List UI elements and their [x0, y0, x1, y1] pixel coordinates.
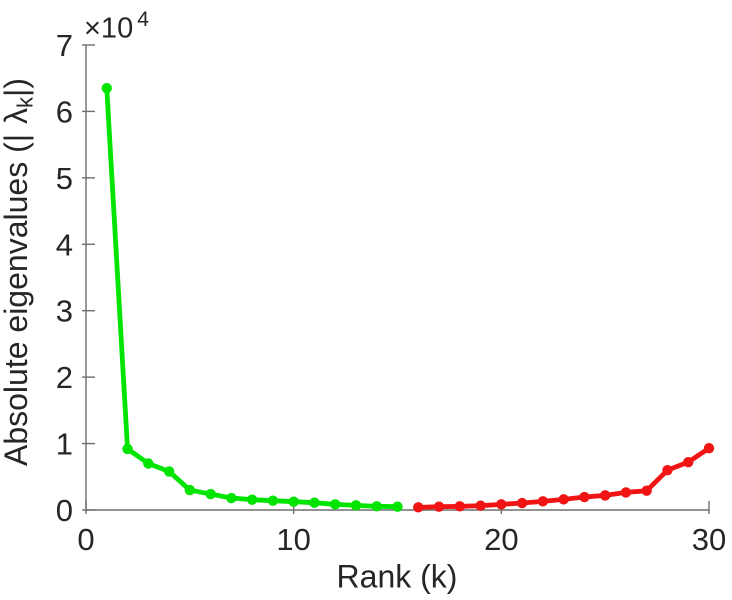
lambda-symbol: λ: [0, 107, 34, 124]
leading-eigenvalues-marker: [371, 501, 382, 512]
y-tick-label: 7: [56, 28, 73, 63]
leading-eigenvalues-marker: [143, 458, 154, 469]
leading-eigenvalues-marker: [309, 497, 320, 508]
y-axis-multiplier-base: ×10: [84, 12, 134, 45]
y-axis-multiplier-exponent: 4: [137, 8, 149, 31]
y-axis-title: Absolute eigenvalues (| λk|): [0, 78, 38, 466]
leading-eigenvalues-marker: [267, 495, 279, 506]
x-axis-title: Rank (k): [336, 558, 458, 595]
y-axis-title-prefix: Absolute eigenvalues (|: [0, 133, 34, 467]
trailing-eigenvalues-marker: [599, 490, 611, 501]
trailing-eigenvalues-marker: [433, 501, 445, 512]
y-tick-label: 2: [56, 360, 73, 395]
leading-eigenvalues-marker: [122, 443, 133, 455]
y-tick-label: 6: [56, 94, 73, 129]
trailing-eigenvalues-marker: [496, 499, 507, 510]
y-tick-label: 3: [56, 294, 73, 329]
y-axis-title-suffix: |): [0, 77, 34, 97]
y-tick-label: 4: [56, 227, 73, 262]
leading-eigenvalues-marker: [350, 500, 362, 511]
y-tick-label: 0: [56, 493, 73, 528]
trailing-eigenvalues-marker: [537, 496, 549, 507]
leading-eigenvalues-marker: [101, 82, 112, 94]
leading-eigenvalues-marker: [205, 488, 216, 500]
x-tick-label: 0: [77, 522, 94, 557]
leading-eigenvalues-marker: [246, 494, 258, 505]
axis-rulers: [85, 45, 709, 511]
y-axis-multiplier: ×10 4: [84, 8, 149, 46]
leading-eigenvalues-marker: [184, 484, 196, 496]
leading-eigenvalues-marker: [288, 496, 299, 507]
trailing-eigenvalues-marker: [413, 502, 424, 513]
trailing-eigenvalues-marker: [475, 500, 486, 511]
trailing-eigenvalues-marker: [641, 485, 652, 496]
leading-eigenvalues-marker: [392, 501, 403, 512]
trailing-eigenvalues-marker: [662, 464, 673, 476]
y-tick-label: 1: [56, 427, 73, 462]
x-tick-label: 10: [276, 522, 310, 557]
trailing-eigenvalues-marker: [683, 456, 694, 468]
leading-eigenvalues-marker: [163, 466, 175, 477]
trailing-eigenvalues-marker: [454, 501, 465, 512]
lambda-subscript: k: [12, 96, 38, 108]
x-tick-label: 20: [484, 522, 518, 557]
leading-eigenvalues-marker: [330, 499, 341, 510]
trailing-eigenvalues-marker: [579, 491, 590, 503]
leading-eigenvalues-marker: [226, 492, 237, 504]
trailing-eigenvalues-marker: [558, 494, 569, 505]
trailing-eigenvalues-marker: [516, 497, 528, 509]
y-tick-label: 5: [56, 161, 73, 196]
x-tick-label: 30: [692, 522, 726, 557]
leading-eigenvalues-line: [104, 85, 400, 510]
trailing-eigenvalues-marker: [703, 443, 715, 454]
trailing-eigenvalues-marker: [620, 487, 632, 498]
